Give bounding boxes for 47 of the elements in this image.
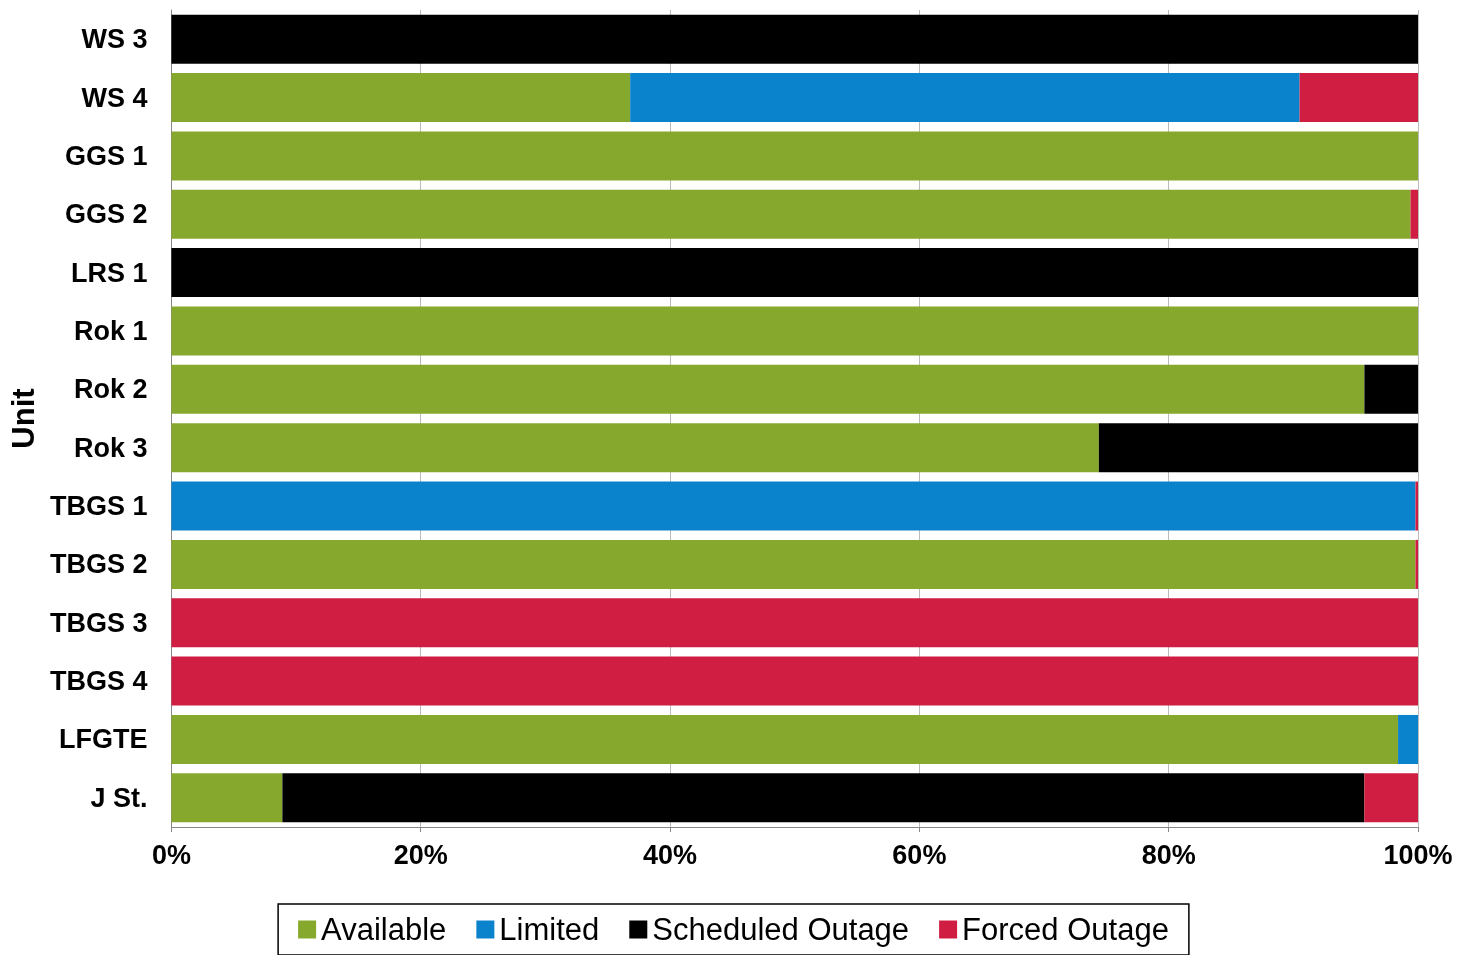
bar [282,773,1365,823]
x-tick-label: 60% [892,839,947,870]
x-tick-label: 100% [1383,839,1453,870]
legend-label: Scheduled Outage [652,912,910,947]
y-tick-label: Rok 2 [73,374,148,405]
bar [171,656,1418,706]
bar [171,14,1418,64]
x-tick-label: 0% [151,839,191,870]
bar [1410,189,1418,239]
bar [1398,714,1418,764]
bar [171,423,1099,473]
bar [171,73,631,123]
y-tick-label: LFGTE [58,724,148,755]
y-tick-label: GGS 1 [64,140,148,171]
legend-label: Forced Outage [962,912,1169,947]
bar [171,539,1416,589]
bar [630,73,1300,123]
bar [1098,423,1418,473]
bar [171,131,1418,181]
y-tick-label: TBGS 4 [49,666,148,697]
x-tick-label: 80% [1141,839,1196,870]
bar [171,714,1399,764]
y-tick-label: TBGS 1 [49,491,148,522]
y-tick-label: Rok 3 [73,432,148,463]
y-tick-label: TBGS 2 [49,549,148,580]
y-tick-label: GGS 2 [64,199,148,230]
y-tick-label: Rok 1 [73,315,148,346]
x-tick-label: 20% [393,839,448,870]
bar [171,598,1418,648]
bar [171,481,1416,531]
y-axis-title: Unit [6,388,41,449]
bar [171,773,283,823]
bar [171,364,1365,414]
y-tick-label: J St. [90,782,148,813]
y-tick-label: TBGS 3 [49,607,148,638]
bar [1364,773,1418,823]
bar [1364,364,1418,414]
y-tick-label: WS 4 [81,82,148,113]
legend-label: Available [321,912,447,947]
y-tick-label: WS 3 [81,24,148,55]
bar [1299,73,1418,123]
bar [171,306,1418,356]
bar [171,248,1418,298]
y-tick-label: LRS 1 [70,257,148,288]
legend-label: Limited [499,912,600,947]
x-tick-label: 40% [643,839,698,870]
bar [171,189,1411,239]
